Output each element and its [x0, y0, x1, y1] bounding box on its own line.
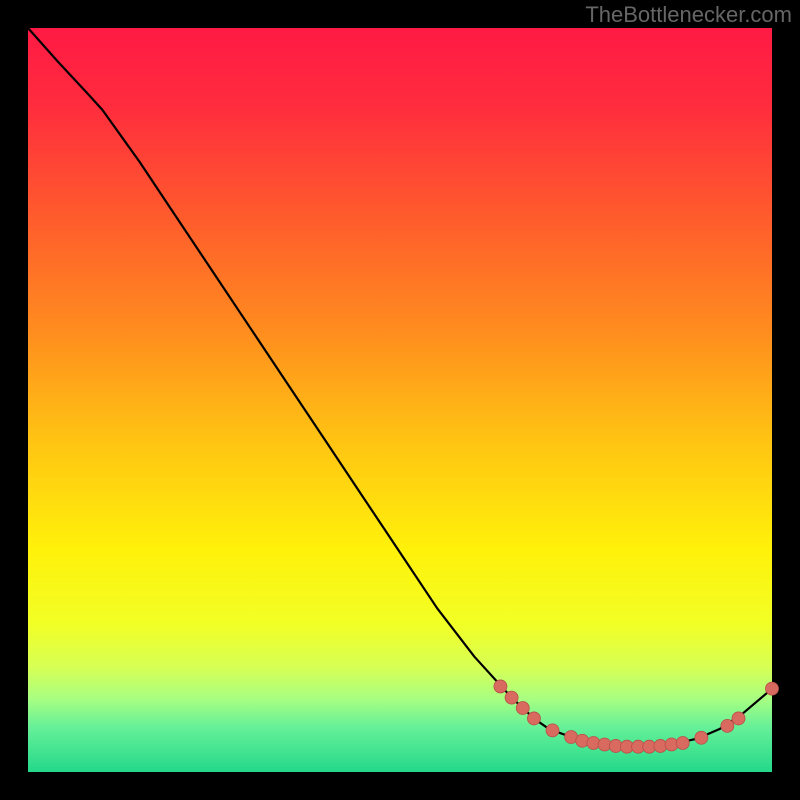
data-marker	[766, 682, 779, 695]
gradient-background	[28, 28, 772, 772]
data-marker	[516, 702, 529, 715]
bottleneck-chart	[0, 0, 800, 800]
data-marker	[576, 734, 589, 747]
data-marker	[505, 691, 518, 704]
data-marker	[732, 712, 745, 725]
chart-container: TheBottlenecker.com	[0, 0, 800, 800]
data-marker	[546, 724, 559, 737]
data-marker	[695, 731, 708, 744]
data-marker	[527, 712, 540, 725]
watermark-text: TheBottlenecker.com	[585, 2, 792, 28]
data-marker	[676, 736, 689, 749]
data-marker	[494, 680, 507, 693]
data-marker	[721, 719, 734, 732]
